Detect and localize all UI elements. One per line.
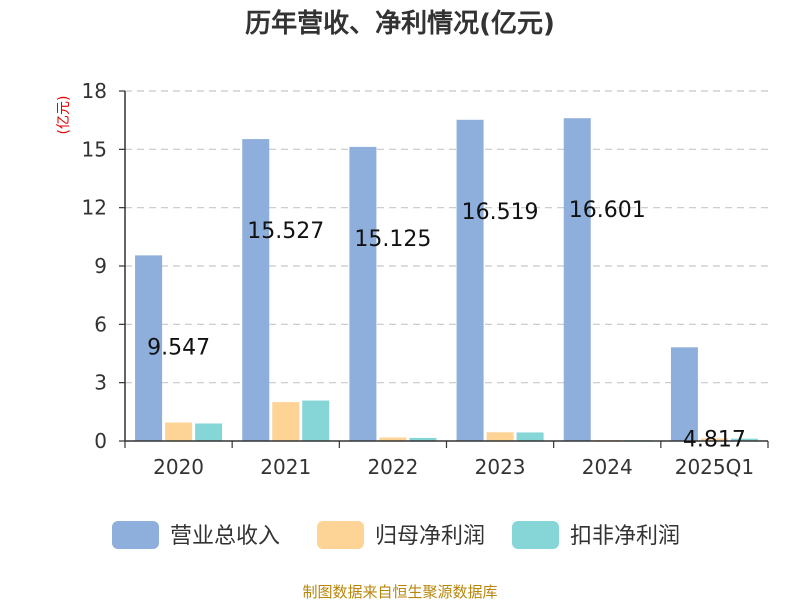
grid-lines [125, 90, 768, 384]
y-tick-label: 0 [94, 429, 107, 453]
x-tick-label: 2022 [367, 455, 418, 479]
bar-营业总收入-2025Q1 [670, 347, 698, 441]
y-axis-label: (亿元) [56, 96, 72, 135]
data-label: 15.125 [354, 227, 431, 252]
data-label: 16.519 [462, 200, 539, 225]
x-tick-label: 2024 [582, 455, 633, 479]
bar-扣非净利润-2020 [195, 423, 223, 441]
bar-扣非净利润-2025Q1 [730, 438, 758, 441]
bar-扣非净利润-2023 [516, 432, 544, 441]
x-tick-label: 2021 [260, 455, 311, 479]
bar-归母净利润-2020 [165, 422, 193, 441]
bar-归母净利润-2023 [486, 432, 514, 441]
legend-label[interactable]: 归母净利润 [375, 524, 485, 549]
y-tick-label: 18 [82, 79, 107, 103]
data-label: 9.547 [147, 335, 210, 360]
bars [135, 118, 758, 442]
y-tick-label: 6 [94, 312, 107, 336]
bar-归母净利润-2025Q1 [700, 438, 728, 441]
x-tick-label: 2025Q1 [675, 455, 754, 479]
bar-扣非净利润-2022 [409, 437, 437, 441]
x-tick-label: 2020 [153, 455, 204, 479]
y-tick-label: 15 [82, 137, 107, 161]
legend-swatch[interactable] [317, 521, 364, 549]
y-tick-label: 12 [82, 196, 107, 220]
data-labels: 9.547 15.527 15.125 16.519 16.601 4.817 [147, 198, 746, 452]
x-tick-label: 2023 [475, 455, 526, 479]
y-tick-label: 9 [94, 254, 107, 278]
chart-title: 历年营收、净利情况(亿元) [245, 8, 555, 39]
legend-label[interactable]: 营业总收入 [170, 524, 280, 549]
y-tick-label: 3 [94, 371, 107, 395]
bar-营业总收入-2021 [242, 139, 270, 441]
bar-归母净利润-2021 [272, 402, 300, 441]
bar-营业总收入-2020 [135, 255, 163, 441]
footer-source: 制图数据来自恒生聚源数据库 [302, 583, 497, 600]
legend-swatch[interactable] [512, 521, 559, 549]
data-label: 16.601 [569, 198, 646, 223]
bar-营业总收入-2024 [563, 118, 591, 442]
bar-扣非净利润-2021 [302, 400, 330, 441]
bar-营业总收入-2022 [349, 146, 377, 441]
bar-归母净利润-2022 [379, 437, 407, 441]
legend-swatch[interactable] [112, 521, 159, 549]
legend-label[interactable]: 扣非净利润 [570, 524, 680, 549]
legend[interactable]: 营业总收入 归母净利润 扣非净利润 [112, 521, 680, 549]
bar-营业总收入-2023 [456, 119, 484, 441]
data-label: 4.817 [683, 427, 746, 452]
data-label: 15.527 [247, 219, 324, 244]
axes: 0 3 6 9 12 15 18 2020 2021 2022 2023 2024 2025Q1 [82, 79, 769, 479]
